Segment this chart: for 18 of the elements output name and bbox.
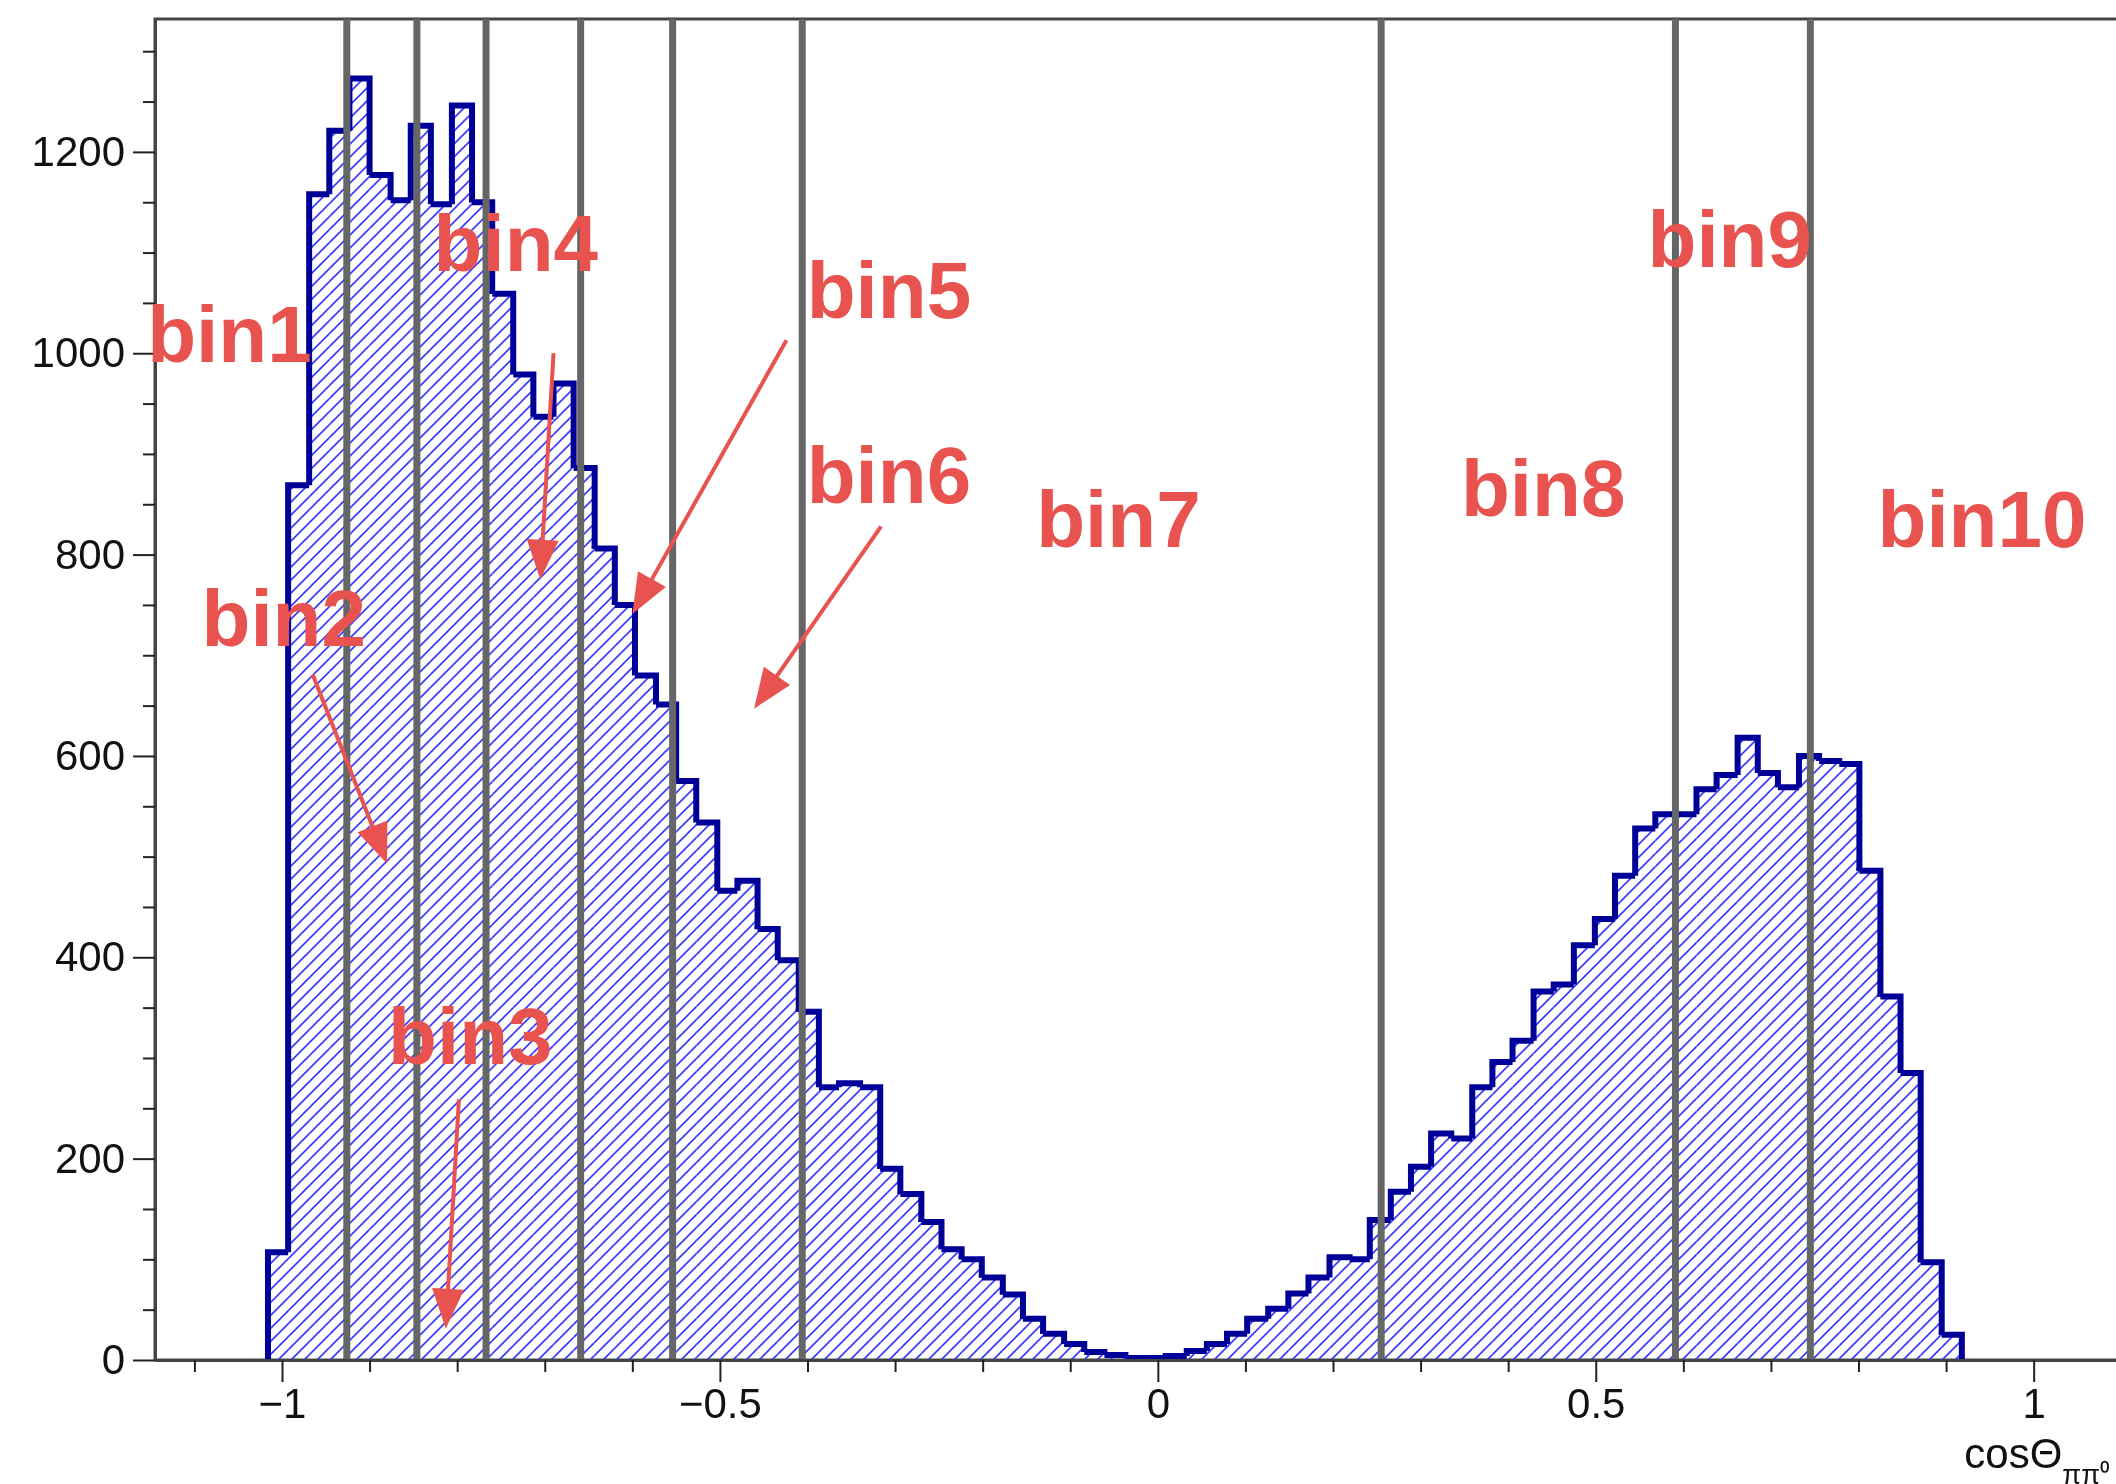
y-tick-label: 200 xyxy=(54,1134,125,1182)
x-axis-title: cosΘ$_{ππ⁰}$ xyxy=(1964,1430,2110,1484)
y-tick-label: 400 xyxy=(54,933,125,981)
annotation: bin6 xyxy=(806,431,972,521)
x-tick-label: 0 xyxy=(1146,1379,1171,1427)
y-tick-label: 1000 xyxy=(31,329,125,377)
x-tick-label: 0.5 xyxy=(1567,1379,1626,1427)
annotation: bin5 xyxy=(806,245,972,335)
y-tick-label: 600 xyxy=(54,731,125,779)
y-tick-label: 1200 xyxy=(31,127,125,175)
annotation: bin8 xyxy=(1460,444,1626,534)
y-tick-label: 800 xyxy=(54,530,125,578)
x-tick-label: 1 xyxy=(2022,1379,2046,1427)
annotation: bin7 xyxy=(1036,475,1201,565)
x-tick-label: −0.5 xyxy=(678,1379,762,1427)
x-tick-label: −1 xyxy=(258,1379,307,1427)
y-tick-label: 0 xyxy=(101,1335,125,1383)
annotation: bin10 xyxy=(1877,475,2087,565)
